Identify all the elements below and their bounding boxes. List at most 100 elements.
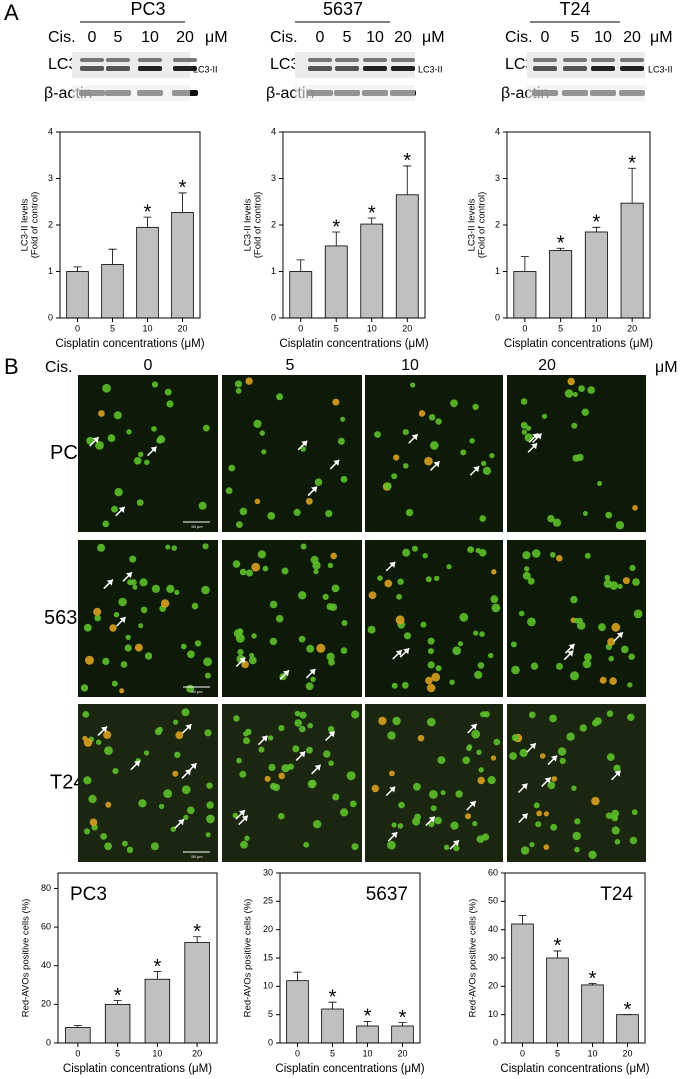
y-tick-label: 50 [488,896,498,906]
cell [622,577,630,585]
cell [204,672,211,679]
cell-line: T24 [559,0,590,19]
arrow-head [389,561,396,568]
cell [206,814,215,824]
cell [594,717,602,725]
y-tick-label: 2 [48,219,53,229]
cell [82,711,90,718]
cell [572,831,581,841]
cell [111,680,118,687]
cell [293,508,301,516]
cell [477,662,485,669]
cell [281,764,290,773]
cell [384,482,392,490]
cell [462,756,471,765]
cell [528,711,536,719]
cell [140,606,148,614]
cell [174,751,181,758]
significance: * [554,935,562,957]
cell [582,511,588,516]
cell-line: PC3 [130,0,165,19]
cell [326,652,335,661]
cell [574,846,580,853]
cell [198,501,207,510]
error-bar [518,915,527,924]
cell [374,431,381,438]
cell [557,747,567,756]
cell [615,521,625,530]
significance: * [193,921,201,943]
cell [174,589,180,596]
band [591,66,615,71]
significance: * [628,153,636,175]
error-bar [293,971,302,981]
error-bar [553,950,562,958]
significance: * [399,1007,407,1029]
cell [340,647,348,654]
cell [521,429,527,435]
arrow-head [391,832,398,839]
significance: * [589,968,597,990]
cell [591,796,600,806]
cell [411,545,418,552]
dose: 5 [114,29,123,46]
unit: μM [650,29,673,46]
cell [571,422,578,429]
micrograph [222,704,362,862]
cell [450,821,459,830]
cell [480,711,487,718]
cell [427,717,436,727]
cell [490,755,497,761]
cell [446,564,452,570]
cell [332,793,340,801]
cell [431,672,441,682]
band [391,66,415,71]
error-bar [588,983,597,985]
cell [605,511,613,519]
cell [547,514,555,523]
bar [324,245,348,319]
x-tick-label: 0 [295,1048,300,1058]
y-axis-label: Red-AVOs positive cells (%) [21,899,32,1018]
cell [93,607,102,616]
cell [427,648,434,655]
error-bar [296,259,305,272]
cell [102,520,110,528]
band [620,58,644,62]
cell [403,632,412,640]
cell [452,646,462,655]
significance: * [114,985,122,1007]
band [591,58,615,62]
cell [332,398,340,406]
y-tick-label: 0 [46,1037,51,1047]
cell [466,745,472,751]
cell [261,449,267,455]
error-bar [363,1021,372,1026]
cell [631,809,638,816]
cell [114,488,123,497]
cell [522,551,531,560]
error-bar [332,231,341,246]
band [391,58,415,62]
cell [607,637,616,646]
cell [83,828,91,835]
cell [472,403,479,411]
cell [181,708,190,717]
arrow-head [469,801,476,808]
significance: * [557,233,565,255]
cell [175,731,184,740]
band [620,66,644,71]
cell [608,655,614,662]
y-tick-label: 0 [495,312,500,322]
cell [571,785,577,791]
cell [298,591,307,600]
cell [83,776,92,785]
unit: μM [655,359,678,376]
cell [527,617,536,627]
cell [604,574,611,581]
cell [119,688,125,694]
cell [322,593,329,601]
cell [551,776,558,782]
y-tick-label: 3 [495,173,500,183]
cell [613,764,621,772]
